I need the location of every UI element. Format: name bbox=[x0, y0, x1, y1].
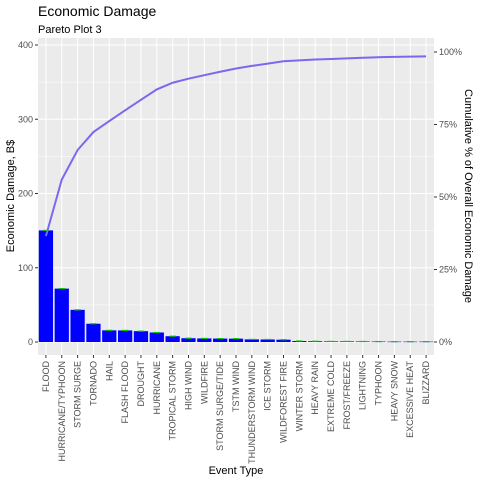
y-axis: 0 100 200 300 400 bbox=[18, 40, 38, 347]
bar bbox=[38, 230, 54, 342]
bar bbox=[133, 331, 149, 342]
x-tick-label: TROPICAL STORM bbox=[168, 361, 178, 441]
bar bbox=[276, 339, 291, 342]
bar bbox=[149, 332, 164, 342]
x-tick-label: WINTER STORM bbox=[294, 361, 304, 431]
bar bbox=[70, 309, 85, 342]
bar bbox=[197, 338, 212, 342]
x-axis-title: Event Type bbox=[209, 465, 264, 477]
x-axis: FLOOD HURRICANE/TYPHOON STORM SURGE TORNADO… bbox=[41, 355, 431, 464]
x-tick-label: STORM SURGE bbox=[73, 361, 83, 428]
y-tick-label: 0 bbox=[28, 337, 33, 347]
bar bbox=[213, 338, 228, 342]
chart-title: Economic Damage bbox=[38, 3, 156, 19]
x-tick-label: FROST/FREEZE bbox=[342, 361, 352, 430]
y-tick-label: 300 bbox=[18, 114, 33, 124]
x-tick-label: STORM SURGE/TIDE bbox=[215, 361, 225, 451]
x-tick-label: ICE STORM bbox=[263, 361, 273, 411]
x-tick-label: DROUGHT bbox=[136, 361, 146, 407]
x-tick-label: LIGHTNING bbox=[358, 361, 368, 410]
bar bbox=[102, 330, 117, 342]
y-tick-label: 400 bbox=[18, 40, 33, 50]
x-tick-label: EXTREME COLD bbox=[326, 361, 336, 433]
bar bbox=[165, 336, 180, 342]
y-tick-label: 200 bbox=[18, 189, 33, 199]
x-tick-label: HAIL bbox=[104, 361, 114, 381]
bar bbox=[228, 338, 244, 342]
x-tick-label: HIGH WIND bbox=[183, 361, 193, 410]
secondary-y-axis-title: Cumulative % of Overall Economic Damage bbox=[462, 89, 474, 303]
secondary-y-axis: 0% 25% 50% 75% 100% bbox=[434, 47, 462, 347]
x-tick-label: WILDFOREST FIRE bbox=[279, 361, 289, 443]
x-tick-label: HURRICANE/TYPHOON bbox=[57, 361, 67, 462]
bar bbox=[86, 323, 101, 342]
cumulative-line bbox=[44, 55, 427, 237]
bar bbox=[260, 339, 275, 342]
y-tick-label: 100 bbox=[18, 263, 33, 273]
y2-tick-label: 25% bbox=[439, 265, 457, 275]
x-tick-label: FLOOD bbox=[41, 361, 51, 393]
x-tick-label: TYPHOON bbox=[374, 361, 384, 406]
x-tick-label: THUNDERSTORM WIND bbox=[247, 361, 257, 464]
y2-tick-label: 75% bbox=[439, 120, 457, 130]
y2-tick-label: 100% bbox=[439, 47, 462, 57]
y2-tick-label: 50% bbox=[439, 192, 457, 202]
x-tick-label: TSTM WIND bbox=[231, 361, 241, 412]
x-tick-label: TORNADO bbox=[88, 361, 98, 406]
x-tick-label: HEAVY RAIN bbox=[310, 361, 320, 415]
y2-tick-label: 0% bbox=[439, 337, 452, 347]
y-axis-title: Economic Damage, B$ bbox=[5, 140, 17, 253]
bars bbox=[38, 230, 434, 343]
bar bbox=[244, 339, 259, 342]
x-tick-label: HEAVY SNOW bbox=[389, 361, 399, 422]
error-bars bbox=[42, 229, 430, 343]
x-tick-label: WILDFIRE bbox=[199, 361, 209, 404]
bar bbox=[54, 288, 69, 342]
bar bbox=[181, 338, 196, 342]
x-tick-label: HURRICANE bbox=[152, 361, 162, 415]
bar bbox=[117, 330, 133, 342]
x-tick-label: EXCESSIVE HEAT bbox=[405, 361, 415, 438]
x-tick-label: FLASH FLOOD bbox=[120, 361, 130, 424]
chart-subtitle: Pareto Plot 3 bbox=[38, 24, 102, 36]
x-tick-label: BLIZZARD bbox=[421, 361, 431, 405]
